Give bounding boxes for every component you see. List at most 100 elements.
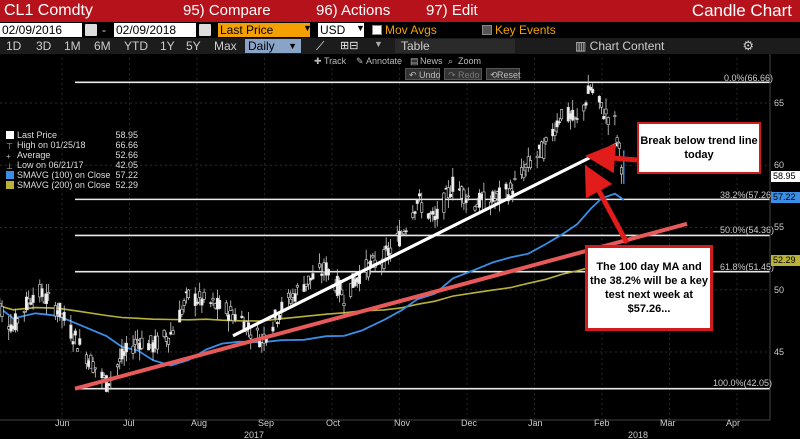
candle-body: [0, 306, 4, 317]
range-button[interactable]: 5Y: [186, 39, 201, 53]
last-price-tag: 58.95: [771, 171, 800, 182]
candle-body: [209, 302, 213, 304]
calendar-icon[interactable]: [199, 24, 211, 36]
candle-body: [553, 130, 557, 136]
candle-body: [542, 142, 546, 159]
candle-body: [122, 351, 126, 356]
candle-body: [349, 283, 353, 297]
compare-menu[interactable]: 95) Compare: [183, 2, 271, 19]
candle-body: [606, 117, 610, 125]
range-button[interactable]: 6M: [94, 39, 111, 53]
candle-body: [462, 189, 466, 204]
candle-type-icon[interactable]: ⊞⊟: [340, 40, 359, 52]
chart-parameters-bar: 02/09/2016 - 02/09/2018 Last Price ▼ USD…: [0, 22, 800, 38]
candle-body: [415, 199, 419, 204]
y-tick-label: 65: [774, 98, 785, 108]
candle-body: [504, 183, 508, 190]
currency-select[interactable]: USD: [318, 23, 364, 37]
candle-body: [575, 118, 579, 120]
candle-body: [147, 343, 151, 351]
news-icon[interactable]: ▤: [410, 56, 419, 66]
range-button[interactable]: 1D: [6, 39, 22, 53]
legend-swatch: [6, 181, 14, 189]
candle-body: [342, 302, 346, 306]
security-ticker[interactable]: CL1 Comdty: [4, 2, 93, 19]
redo-button-frame: [444, 68, 482, 80]
candle-body: [497, 187, 501, 202]
actions-menu[interactable]: 96) Actions: [316, 2, 391, 19]
track-icon[interactable]: ✚: [314, 56, 322, 66]
mov-avgs-label: Mov Avgs: [385, 23, 437, 37]
chevron-down-icon[interactable]: ▼: [303, 23, 312, 33]
candle-body: [124, 342, 128, 353]
price-field-select[interactable]: Last Price: [218, 23, 310, 37]
candle-body: [58, 302, 62, 318]
candle-body: [397, 230, 401, 247]
year-label: 2017: [244, 430, 265, 439]
candle-body: [258, 340, 262, 348]
gear-icon[interactable]: ⚙: [742, 38, 754, 53]
candle-body: [73, 330, 77, 336]
arrow-to-break: [585, 143, 638, 174]
track-button[interactable]: Track: [324, 56, 347, 66]
range-toolbar: 1D 3D 1M 6M YTD 1Y 5Y Max Daily ▼ ⟋ ⊞⊟ ▼ …: [0, 38, 800, 54]
x-tick-label: Jun: [55, 418, 70, 428]
redo-button[interactable]: Redo: [458, 70, 480, 80]
range-button[interactable]: 3D: [36, 39, 52, 53]
candle-body: [522, 169, 526, 179]
undo-button[interactable]: Undo: [419, 70, 441, 80]
range-button[interactable]: YTD: [124, 39, 148, 53]
candle-body: [582, 104, 586, 112]
candle-body: [278, 315, 282, 320]
start-date-field[interactable]: 02/09/2016: [0, 23, 82, 37]
reset-icon[interactable]: ⟲: [490, 70, 498, 80]
candle-body: [466, 195, 470, 198]
chart-content-button[interactable]: ▥ Chart Content: [575, 39, 665, 53]
news-button[interactable]: News: [420, 56, 443, 66]
candle-body: [555, 120, 559, 128]
candle-body: [535, 155, 539, 159]
candle-body: [588, 86, 592, 91]
calendar-icon[interactable]: [85, 24, 97, 36]
candle-body: [338, 279, 342, 295]
legend-swatch: [6, 171, 14, 179]
zoom-button[interactable]: Zoom: [458, 56, 482, 66]
fib-label: 100.0%(42.05): [713, 378, 773, 388]
table-button[interactable]: Table: [395, 39, 515, 53]
redo-icon[interactable]: ↷: [448, 70, 456, 80]
undo-icon[interactable]: ↶: [409, 70, 417, 80]
candle-body: [118, 358, 122, 363]
chevron-down-icon[interactable]: ▼: [374, 39, 383, 49]
high-marker-icon: ⊤: [6, 142, 13, 151]
candle-body: [162, 329, 166, 337]
sma-200-line: [0, 260, 624, 322]
average-marker-icon: +: [6, 152, 11, 161]
candle-body: [493, 198, 497, 201]
candle-body: [426, 213, 430, 219]
chevron-down-icon: ▼: [288, 41, 297, 51]
annotate-button[interactable]: Annotate: [366, 56, 403, 66]
range-button[interactable]: Max: [214, 39, 237, 53]
range-button[interactable]: 1Y: [160, 39, 175, 53]
annotate-icon[interactable]: ✎: [356, 56, 364, 66]
range-button[interactable]: 1M: [64, 39, 81, 53]
key-events-checkbox[interactable]: [482, 25, 492, 35]
candle-body: [389, 247, 393, 254]
candle-body: [324, 262, 328, 276]
mov-avgs-checkbox[interactable]: [372, 25, 382, 35]
arrow-to-ma: [584, 164, 630, 245]
frequency-select[interactable]: Daily ▼: [245, 39, 301, 53]
candle-body: [31, 294, 35, 303]
fib-label: 61.8%(51.45): [720, 262, 775, 272]
edit-menu[interactable]: 97) Edit: [426, 2, 478, 19]
line-chart-icon[interactable]: ⟋: [316, 39, 325, 53]
end-date-field[interactable]: 02/09/2018: [114, 23, 196, 37]
candle-body: [604, 108, 608, 115]
legend-row: + Average 52.66: [6, 150, 138, 161]
y-tick-label: 45: [774, 347, 785, 357]
chevron-down-icon[interactable]: ▼: [356, 23, 365, 33]
zoom-icon[interactable]: ⌕: [448, 56, 454, 66]
reset-button[interactable]: Reset: [497, 70, 521, 80]
candle-body: [311, 273, 315, 280]
